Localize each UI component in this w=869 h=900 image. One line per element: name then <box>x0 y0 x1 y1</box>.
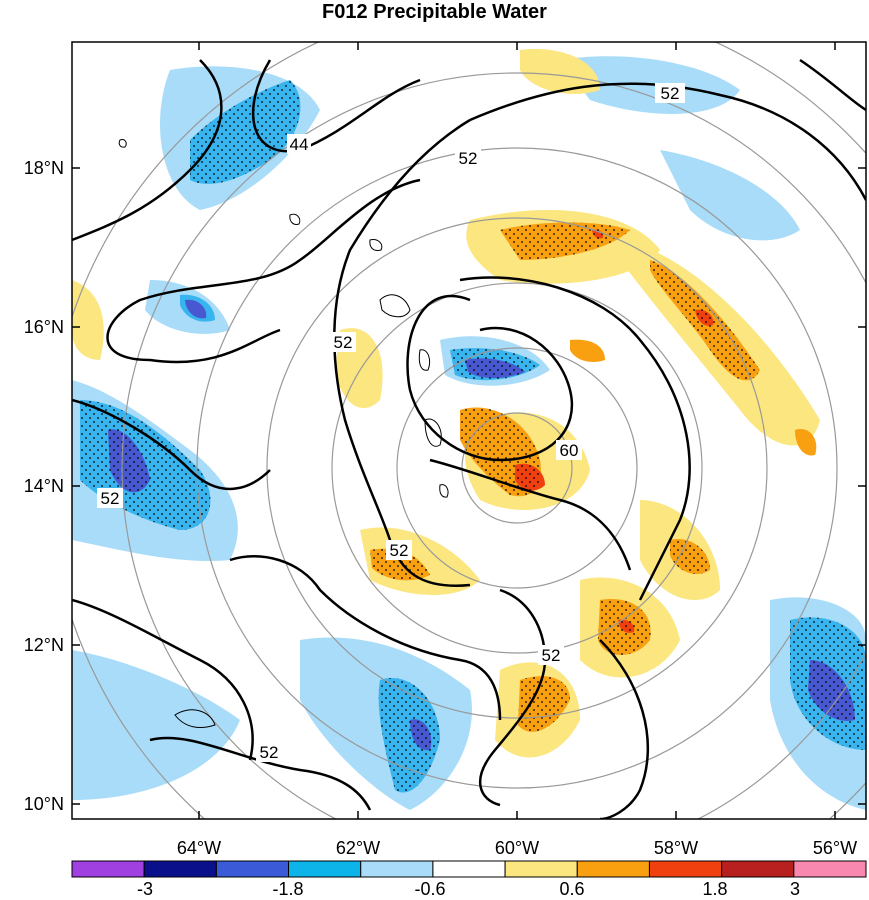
map-title: F012 Precipitable Water <box>322 1 547 23</box>
anomaly-light-blue <box>72 650 240 800</box>
colorbar-swatch <box>288 860 362 878</box>
anomaly-light-yellow <box>72 280 104 360</box>
colorbar-swatch <box>576 860 650 878</box>
latitude-labels: 18°N 16°N 14°N 12°N 10°N <box>24 158 64 814</box>
island-outline <box>369 239 383 251</box>
colorbar <box>71 860 867 878</box>
colorbar-label: 1.8 <box>702 879 727 899</box>
contour-line <box>72 398 271 491</box>
plot-area: 44 52 52 52 52 52 52 52 60 <box>72 42 866 819</box>
contour-line <box>149 736 372 811</box>
anomaly-orange <box>795 429 817 456</box>
contour-line <box>459 276 691 601</box>
colorbar-swatch <box>793 860 867 878</box>
contour-line <box>469 82 866 201</box>
plot-frame <box>71 41 867 820</box>
longitude-labels: 64°W 62°W 60°W 58°W 56°W <box>177 838 857 858</box>
colorbar-label: -3 <box>137 879 153 899</box>
contour-label: 52 <box>542 646 561 665</box>
contour-label: 52 <box>101 489 120 508</box>
contour-label: 44 <box>290 135 309 154</box>
contour-label-group: 44 52 52 52 52 52 52 52 60 <box>97 83 685 762</box>
anomaly-light-yellow <box>520 49 600 94</box>
colorbar-swatch <box>71 860 145 878</box>
lat-label: 10°N <box>24 794 64 814</box>
colorbar-swatch <box>143 860 217 878</box>
contour-line <box>106 178 421 364</box>
contour-label: 52 <box>334 333 353 352</box>
colorbar-swatch <box>360 860 434 878</box>
contour-line <box>478 588 547 807</box>
contour-line <box>599 639 650 819</box>
colorbar-swatch <box>504 860 578 878</box>
colorbar-label: 0.6 <box>559 879 584 899</box>
lon-label: 58°W <box>654 838 698 858</box>
lat-label: 18°N <box>24 158 64 178</box>
lat-label: 14°N <box>24 476 64 496</box>
island-outline <box>418 349 431 371</box>
colorbar-swatch <box>215 860 290 878</box>
anomaly-orange <box>570 339 605 362</box>
colorbar-swatch <box>648 860 723 878</box>
anomaly-dark-blue <box>185 299 207 319</box>
contour-label: 52 <box>661 84 680 103</box>
lon-label: 56°W <box>813 838 857 858</box>
lat-label: 16°N <box>24 317 64 337</box>
lon-label: 62°W <box>336 838 380 858</box>
colorbar-label: 3 <box>790 879 800 899</box>
longitude-axis <box>198 42 836 819</box>
island-outline <box>424 418 442 447</box>
lat-label: 12°N <box>24 635 64 655</box>
island-outline <box>118 139 127 148</box>
contour-line <box>406 294 574 462</box>
range-rings <box>72 42 866 819</box>
lon-label: 64°W <box>177 838 221 858</box>
contour-line <box>429 458 632 571</box>
colorbar-swatch <box>432 860 506 878</box>
colorbar-swatch <box>721 860 795 878</box>
contour-label: 60 <box>560 441 579 460</box>
colorbar-labels: -3 -1.8 -0.6 0.6 1.8 3 <box>137 879 800 899</box>
lon-label: 60°W <box>495 838 539 858</box>
island-outline <box>439 484 449 498</box>
anomaly-light-blue <box>660 150 800 241</box>
colorbar-label: -1.8 <box>272 879 303 899</box>
significance-stippling <box>80 80 866 793</box>
island-outline <box>379 294 411 318</box>
contour-line <box>72 59 223 242</box>
contour-line <box>72 598 254 761</box>
island-outline <box>289 213 301 225</box>
latitude-axis <box>72 167 866 805</box>
contour-line <box>799 58 866 112</box>
contour-label: 52 <box>459 149 478 168</box>
contour-line <box>229 555 502 721</box>
contour-label: 52 <box>260 743 279 762</box>
contour-label: 52 <box>390 541 409 560</box>
coastline-outlines <box>118 139 449 728</box>
island-outline <box>174 709 216 728</box>
colorbar-label: -0.6 <box>414 879 445 899</box>
